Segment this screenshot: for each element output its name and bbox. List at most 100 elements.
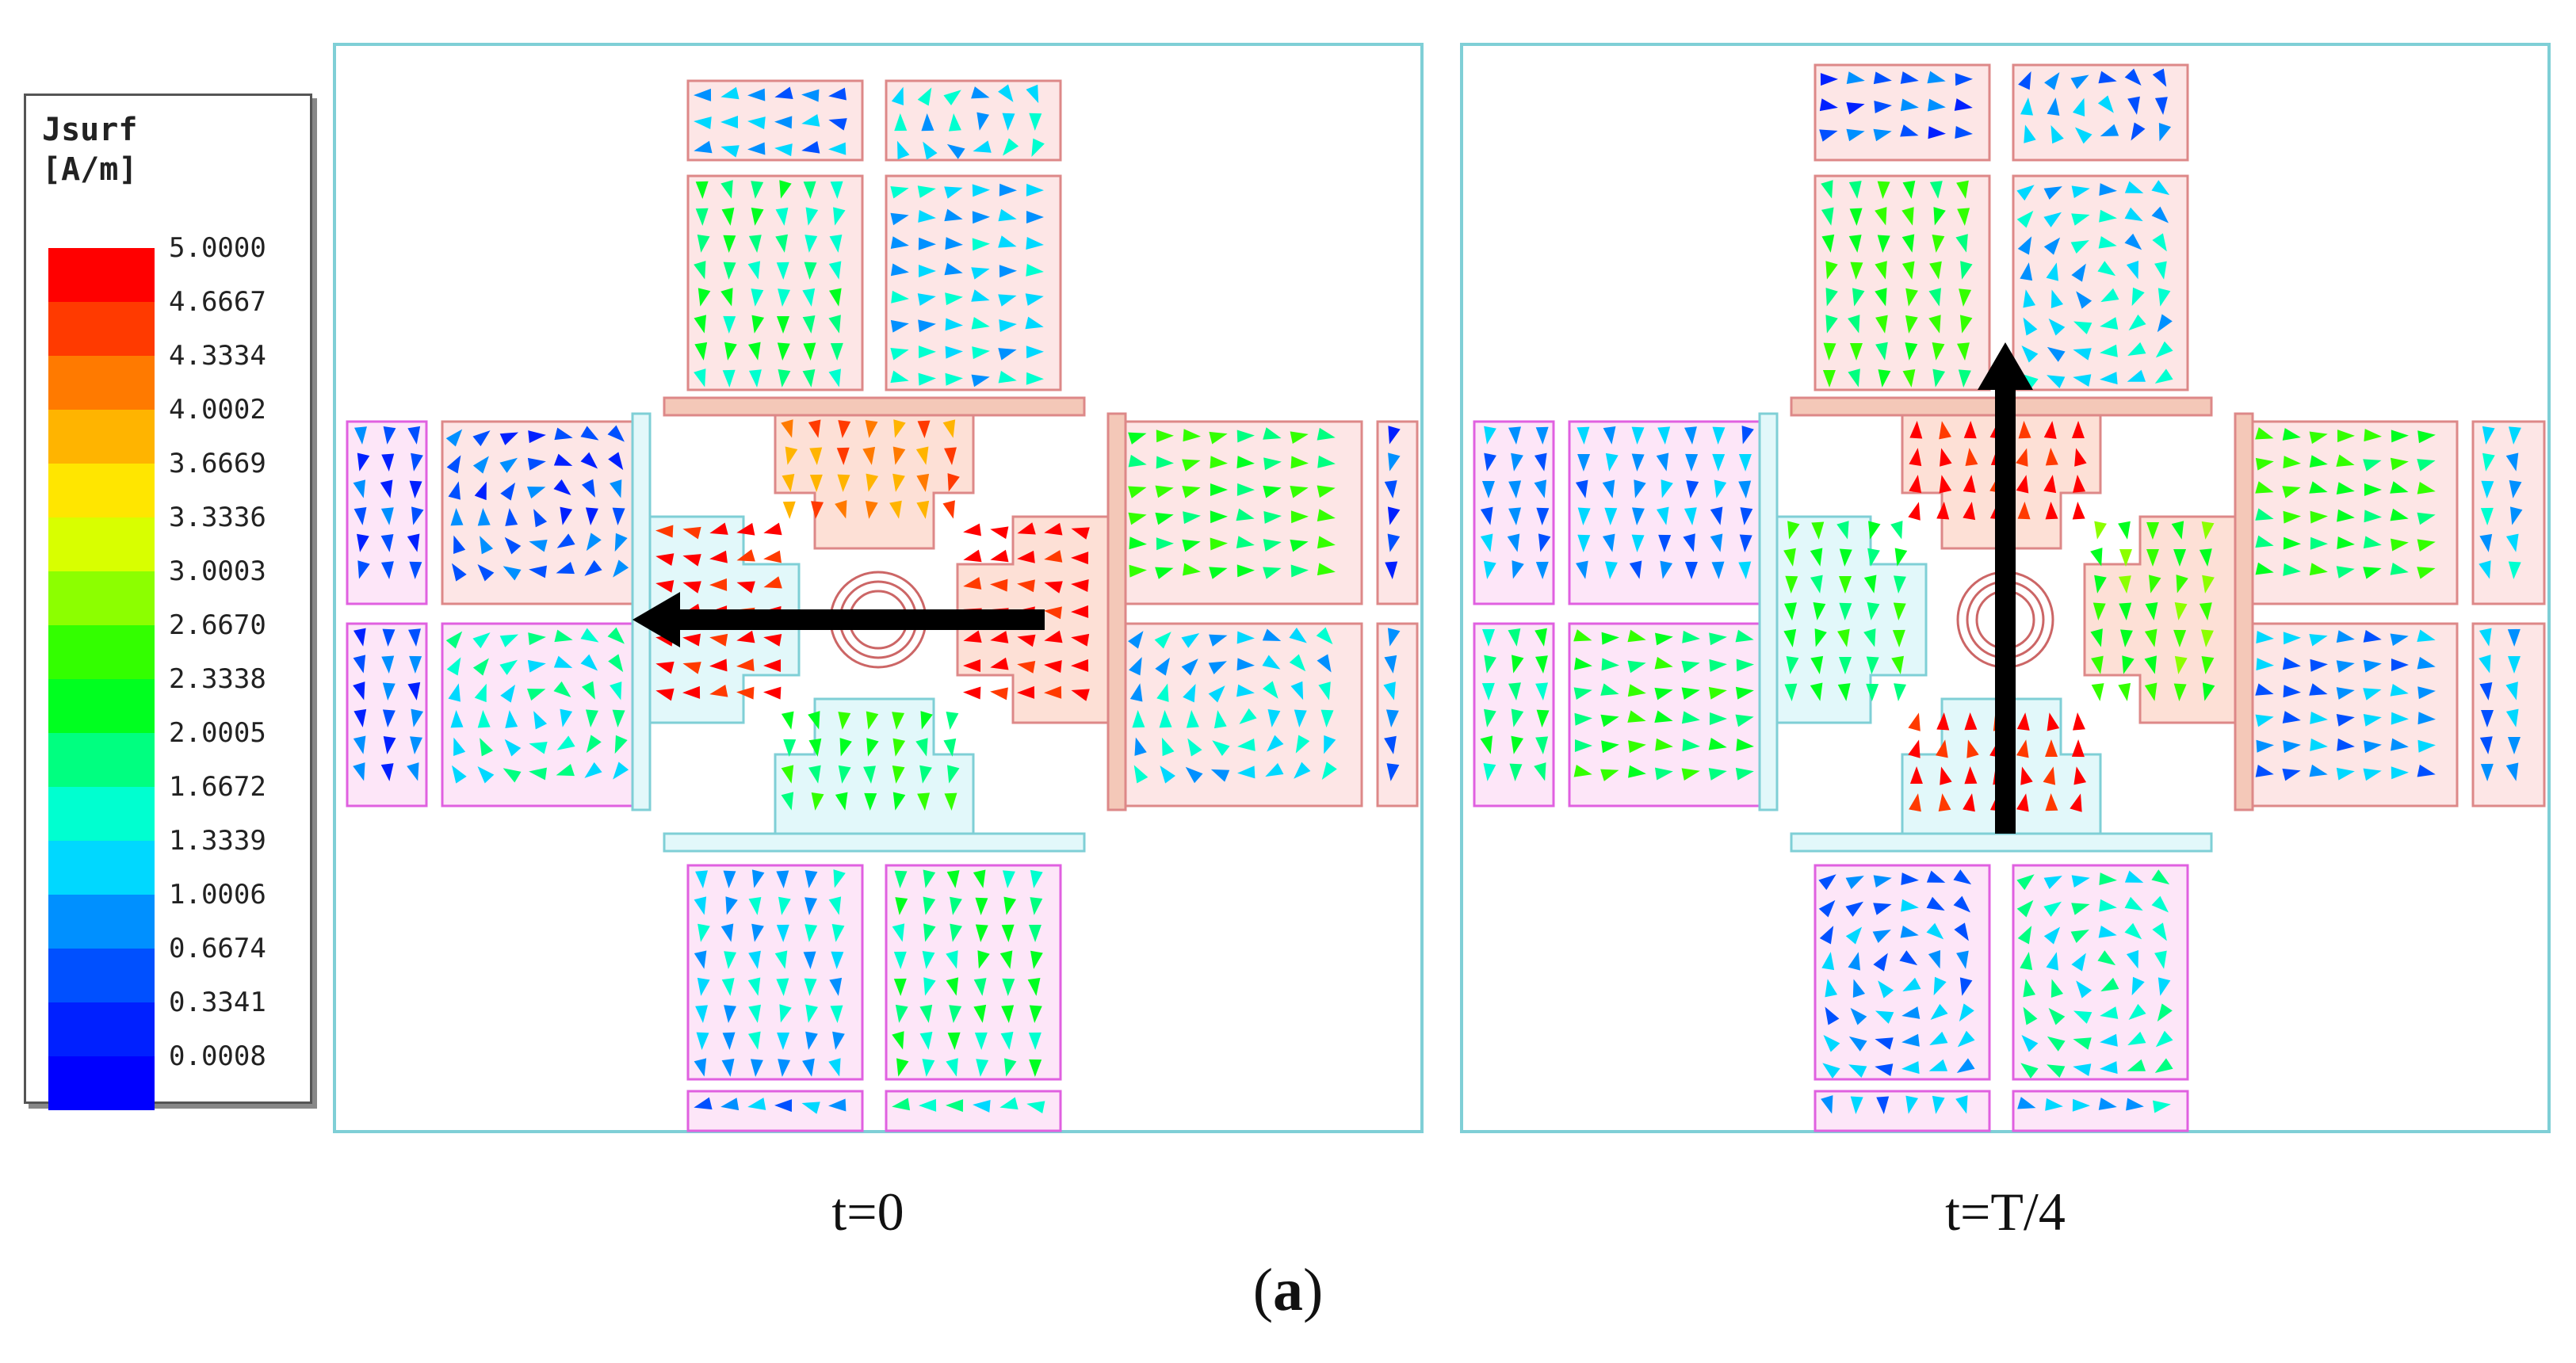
current-arrow [720, 86, 740, 100]
current-arrow [1154, 632, 1171, 649]
legend-level-label: 4.3334 [169, 340, 266, 372]
legend-swatch [48, 1002, 155, 1056]
legend-title-quantity: Jsurf [42, 112, 138, 148]
current-arrow [1384, 655, 1397, 674]
current-arrow [2255, 562, 2274, 575]
current-arrow [1908, 502, 1921, 521]
current-arrow [1845, 901, 1864, 917]
current-arrow [2151, 869, 2170, 885]
current-arrow [499, 432, 519, 445]
current-arrow [2508, 426, 2521, 445]
current-arrow [918, 319, 936, 333]
current-arrow [1822, 1063, 1840, 1079]
current-arrow [409, 480, 422, 498]
current-arrow [748, 896, 762, 915]
current-arrow [2417, 459, 2436, 472]
current-arrow [1823, 342, 1836, 361]
current-arrow [1850, 262, 1863, 280]
current-arrow [2119, 602, 2132, 620]
current-arrow [2364, 510, 2382, 523]
current-arrow [2070, 793, 2082, 812]
current-arrow [763, 659, 782, 673]
current-arrow [1133, 765, 1148, 784]
current-arrow [1044, 660, 1062, 674]
current-arrow [580, 628, 599, 643]
current-arrow [776, 978, 789, 996]
current-arrow [919, 765, 932, 784]
current-arrow [1631, 507, 1645, 525]
current-arrow [919, 1004, 933, 1023]
current-arrow [2363, 536, 2382, 549]
current-arrow [915, 446, 929, 465]
current-arrow [2071, 213, 2090, 226]
current-arrow [972, 211, 990, 224]
current-arrow [1908, 712, 1921, 731]
current-arrow [682, 554, 701, 567]
current-arrow-field [2018, 68, 2172, 144]
current-arrow [698, 923, 710, 942]
current-arrow [1182, 459, 1201, 472]
current-arrow [682, 526, 701, 540]
current-arrow [1535, 561, 1549, 579]
current-arrow-field [694, 869, 846, 1077]
current-arrow [1629, 560, 1642, 579]
current-arrow [1317, 455, 1336, 468]
current-arrow [1030, 869, 1043, 888]
current-arrow [2310, 659, 2328, 672]
current-arrow [2508, 561, 2521, 579]
panel-tT4-drawing [1460, 43, 2551, 1133]
current-arrow [1003, 1058, 1017, 1077]
current-arrow [1736, 659, 1754, 672]
current-arrow [724, 342, 737, 361]
metasurface-patch [686, 174, 864, 391]
current-arrow [477, 563, 495, 582]
current-arrow [1785, 575, 1798, 594]
current-arrow [892, 446, 906, 465]
current-arrow [560, 506, 573, 525]
current-arrow [1484, 452, 1496, 472]
current-arrow [1872, 930, 1891, 944]
current-arrow [1128, 512, 1147, 525]
current-arrow [1209, 567, 1228, 579]
current-arrow [553, 479, 571, 496]
current-arrow [990, 657, 1009, 670]
current-arrow [2050, 979, 2064, 998]
current-arrow-field [1818, 869, 1975, 1079]
current-arrow [1237, 738, 1256, 751]
current-arrow [1025, 316, 1044, 330]
current-arrow [1850, 1096, 1863, 1114]
current-arrow [1317, 485, 1336, 498]
current-arrow [720, 145, 740, 158]
current-arrow [682, 685, 701, 699]
current-arrow [1156, 537, 1174, 551]
current-arrow [1850, 1007, 1867, 1025]
legend-swatch [48, 679, 155, 733]
current-arrow [1387, 628, 1401, 647]
current-arrow [1028, 924, 1041, 942]
current-arrow [922, 950, 935, 969]
current-arrow [1813, 602, 1826, 620]
current-arrow [1739, 534, 1752, 552]
current-arrow [2336, 454, 2355, 467]
current-arrow [1708, 737, 1727, 750]
current-arrow [2154, 97, 2168, 115]
current-arrow [2017, 236, 2032, 255]
current-arrow-field [1819, 71, 1973, 142]
current-arrow [801, 89, 820, 102]
current-arrow [2048, 1007, 2066, 1025]
current-arrow [1324, 735, 1336, 754]
current-arrow [782, 501, 796, 519]
current-arrow [2046, 952, 2058, 971]
current-arrow [1875, 1010, 1894, 1024]
current-arrow-field [1384, 426, 1401, 579]
current-arrow [1933, 976, 1947, 996]
current-arrow [697, 977, 710, 996]
current-arrow [2050, 124, 2064, 144]
current-arrow [2073, 1037, 2092, 1050]
current-arrow [1044, 581, 1063, 594]
current-arrow [1577, 507, 1591, 525]
current-arrow [2070, 240, 2089, 254]
current-arrow [2100, 288, 2119, 303]
current-arrow [2309, 633, 2328, 647]
current-arrow [357, 452, 370, 472]
